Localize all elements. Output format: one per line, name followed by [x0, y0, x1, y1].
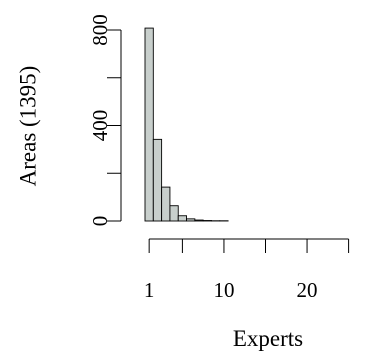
- y-tick-label: 0: [88, 216, 112, 227]
- bar-7: [194, 219, 204, 222]
- bar-5: [177, 215, 188, 222]
- x-tick-label: 20: [297, 278, 318, 302]
- y-tick-label: 800: [88, 14, 112, 46]
- bar-3: [161, 186, 171, 222]
- y-tick-label: 400: [88, 110, 112, 142]
- x-tick-label: 10: [213, 278, 234, 302]
- y-axis-title: Areas (1395): [16, 66, 41, 187]
- bar-6: [186, 218, 196, 222]
- bar-4: [169, 205, 179, 222]
- y-axis: 0 400 800: [88, 14, 122, 227]
- bar-1: [144, 27, 154, 222]
- bars-group: [144, 27, 229, 222]
- bar-2: [152, 138, 163, 222]
- x-axis-title: Experts: [233, 326, 303, 351]
- x-tick-label: 1: [144, 278, 155, 302]
- x-axis: 1 10 20: [144, 238, 350, 302]
